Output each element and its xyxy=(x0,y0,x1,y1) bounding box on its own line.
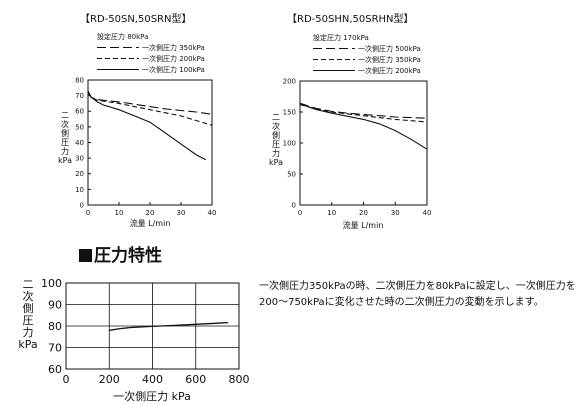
chart-0-series-line xyxy=(87,92,213,115)
section-description: 一次側圧力350kPaの時、二次側圧力を80kPaに設定し、一次側圧力を200～… xyxy=(259,281,576,308)
chart-1-xtick-label: 30 xyxy=(391,209,400,217)
chart-0-ytick-label: 70 xyxy=(75,92,84,100)
chart-1-series-line xyxy=(299,103,428,150)
chart-0-xtick-label: 0 xyxy=(86,209,90,217)
chart-0-title: 【RD-50SN,50SRN型】 xyxy=(80,12,192,25)
chart-2-xlabel: 一次側圧力 kPa xyxy=(113,389,191,403)
chart-1-ylabel-unit: kPa xyxy=(269,158,283,167)
chart-2-ytick-label: 60 xyxy=(48,363,62,376)
chart-0-ytick-label: 40 xyxy=(75,139,84,147)
chart-0-ylabel-char: 二 xyxy=(61,111,69,120)
chart-1-subtitle: 設定圧力 170kPa xyxy=(313,33,369,42)
chart-1-legend-label: 一次側圧力 500kPa xyxy=(358,44,421,53)
chart-2-ylabel-unit: kPa xyxy=(18,338,37,351)
chart-2-xtick-label: 800 xyxy=(229,373,250,386)
chart-0-legend-label: 一次側圧力 350kPa xyxy=(142,43,205,52)
chart-2-ytick-label: 100 xyxy=(41,277,62,290)
chart-2-ylabel-char: 圧 xyxy=(23,314,34,327)
chart-0-subtitle: 設定圧力 80kPa xyxy=(97,32,148,41)
chart-0-frame xyxy=(87,79,213,206)
chart-1-ylabel-char: 力 xyxy=(272,148,280,158)
chart-1-ylabel-char: 側 xyxy=(272,130,280,140)
chart-1-xlabel: 流量 L/min xyxy=(343,220,384,230)
chart-1-frame xyxy=(299,80,428,206)
section-heading-text: 圧力特性 xyxy=(94,246,162,266)
chart-2-ylabel-char: 力 xyxy=(23,326,34,339)
chart-0-ytick-label: 20 xyxy=(75,170,84,178)
chart-1-ytick-label: 100 xyxy=(283,139,296,147)
chart-0-series-line xyxy=(87,92,213,126)
chart-2-series-line xyxy=(109,321,229,331)
square-bullet-icon xyxy=(79,249,92,262)
chart-2-xtick-label: 400 xyxy=(142,373,163,386)
chart-1-xtick-label: 40 xyxy=(423,209,432,217)
chart-1-xtick-label: 10 xyxy=(327,209,336,217)
chart-1-title: 【RD-50SHN,50SRHN型】 xyxy=(287,12,414,25)
chart-0-ylabel-char: 力 xyxy=(61,146,69,156)
chart-1-ytick-label: 200 xyxy=(283,77,296,85)
chart-2-ytick-label: 80 xyxy=(48,320,62,333)
chart-0-xtick-label: 10 xyxy=(115,209,124,217)
chart-2-ylabel-char: 二 xyxy=(23,278,34,291)
chart-1-series-line xyxy=(299,104,428,123)
section-heading: 圧力特性 xyxy=(79,241,162,266)
chart-1-ylabel-char: 次 xyxy=(272,121,280,131)
chart-0-ylabel-char: 側 xyxy=(61,128,69,138)
chart-0-xtick-label: 40 xyxy=(208,209,217,217)
chart-1-series-line xyxy=(299,102,428,119)
chart-1-ylabel-char: 二 xyxy=(272,113,280,122)
chart-1-ytick-label: 0 xyxy=(292,201,296,209)
chart-0-ytick-label: 30 xyxy=(75,155,84,163)
chart-2-ylabel-char: 次 xyxy=(23,289,34,303)
chart-0-ytick-label: 80 xyxy=(75,76,84,84)
chart-0-ytick-label: 50 xyxy=(75,123,84,131)
chart-1-ytick-label: 150 xyxy=(283,108,296,116)
chart-0-ylabel-char: 圧 xyxy=(61,138,69,147)
chart-0-legend-label: 一次側圧力 100kPa xyxy=(142,65,205,74)
chart-0-xtick-label: 30 xyxy=(177,209,186,217)
chart-0-xtick-label: 20 xyxy=(146,209,155,217)
chart-2-ytick-label: 70 xyxy=(48,341,62,354)
chart-0-legend-label: 一次側圧力 200kPa xyxy=(142,54,205,63)
chart-2-ylabel-char: 側 xyxy=(23,302,34,315)
chart-1-xtick-label: 20 xyxy=(359,209,368,217)
chart-1-legend-label: 一次側圧力 350kPa xyxy=(358,55,421,64)
chart-0-ytick-label: 10 xyxy=(75,186,84,194)
chart-2-xtick-label: 0 xyxy=(63,373,70,386)
chart-1-xtick-label: 0 xyxy=(298,209,302,217)
chart-0-ylabel-unit: kPa xyxy=(58,156,72,165)
chart-2-xtick-label: 200 xyxy=(99,373,120,386)
chart-0-series-line xyxy=(87,90,207,161)
chart-2-ytick-label: 90 xyxy=(48,298,62,311)
chart-0-ylabel-char: 次 xyxy=(61,119,69,129)
chart-0-ytick-label: 60 xyxy=(75,108,84,116)
chart-0-xlabel: 流量 L/min xyxy=(130,218,171,228)
chart-0-ytick-label: 0 xyxy=(80,201,84,209)
chart-2-xtick-label: 600 xyxy=(185,373,206,386)
chart-1-ylabel-char: 圧 xyxy=(272,140,280,149)
chart-1-legend-label: 一次側圧力 200kPa xyxy=(358,66,421,75)
chart-1-ytick-label: 50 xyxy=(287,170,296,178)
